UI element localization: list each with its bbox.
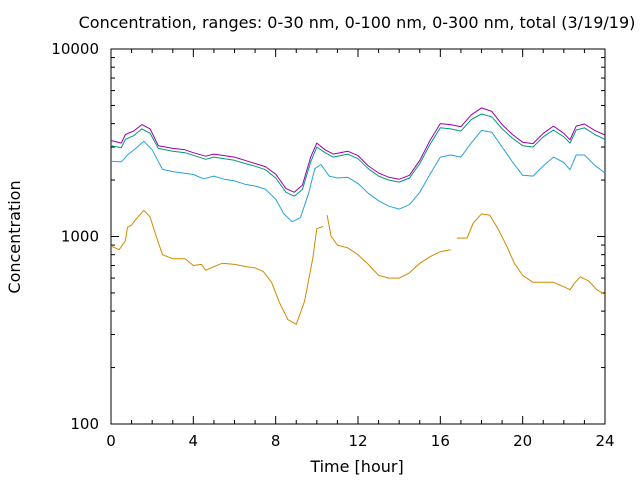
series-segment	[456, 213, 606, 296]
x-tick-label: 12	[348, 432, 367, 450]
x-tick-label: 4	[189, 432, 199, 450]
series-layer	[110, 107, 606, 325]
series-line	[110, 113, 606, 197]
plot-frame	[110, 48, 606, 425]
series-line	[110, 129, 606, 223]
series-segment	[110, 113, 606, 197]
x-tick-label: 24	[595, 432, 614, 450]
series-segment	[110, 107, 606, 193]
y-tick-label: 100	[70, 415, 99, 433]
series-line	[110, 209, 606, 325]
series-segment	[326, 215, 451, 279]
axis-ticks: 0 4 8 12 16 20 24 100 1000 10000	[51, 40, 614, 450]
x-tick-label: 20	[513, 432, 532, 450]
y-axis-label: Concentration	[5, 180, 24, 293]
x-axis-label: Time [hour]	[309, 457, 403, 476]
y-tick-label: 10000	[51, 40, 99, 58]
x-tick-label: 8	[271, 432, 281, 450]
series-segment	[110, 129, 606, 223]
x-tick-label: 16	[431, 432, 450, 450]
series-segment	[110, 209, 324, 325]
series-line	[110, 107, 606, 193]
y-tick-label: 1000	[61, 228, 99, 246]
x-tick-label: 0	[106, 432, 116, 450]
chart-title: Concentration, ranges: 0-30 nm, 0-100 nm…	[79, 13, 636, 32]
